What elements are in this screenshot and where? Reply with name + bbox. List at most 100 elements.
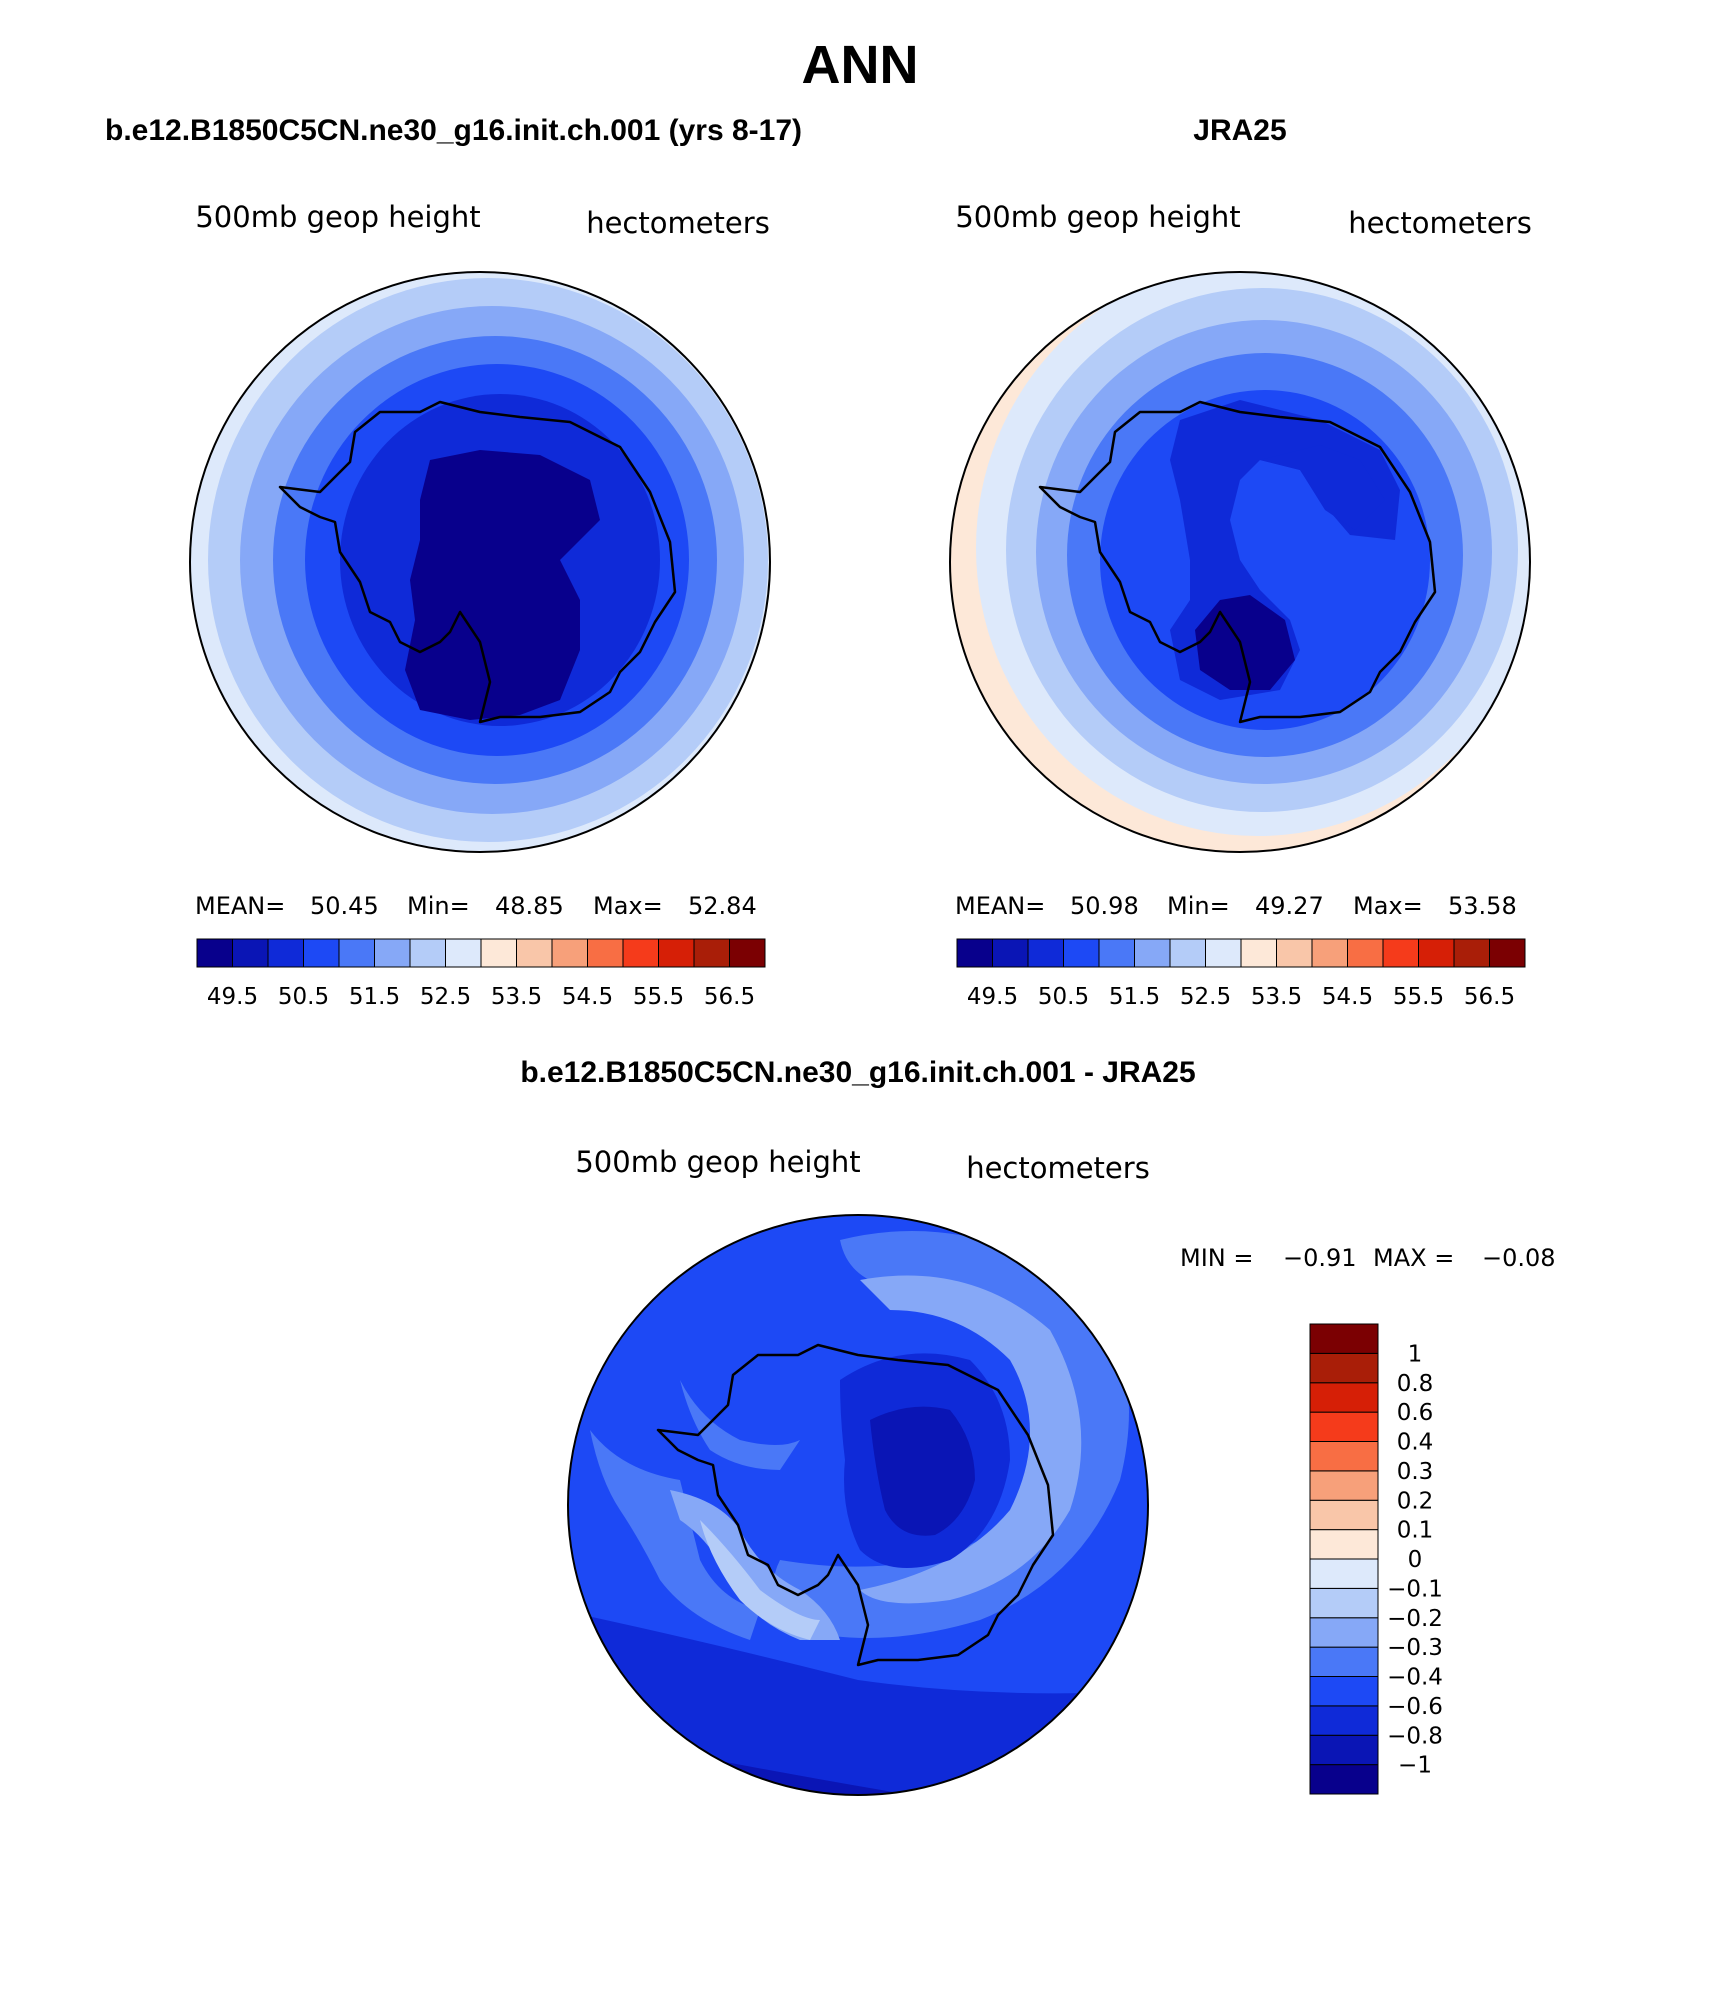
obs-panel: JRA25 500mb geop height hectometers MEAN… xyxy=(949,114,1532,1010)
obs-max-value: 53.58 xyxy=(1448,892,1517,920)
difference-max-label: MAX = xyxy=(1373,1244,1454,1272)
colorbar-swatch xyxy=(480,938,517,968)
colorbar-swatch xyxy=(622,938,659,968)
obs-min-label: Min= xyxy=(1167,892,1230,920)
colorbar-swatch xyxy=(1309,1382,1379,1413)
colorbar-swatch xyxy=(1309,1558,1379,1589)
colorbar-swatch xyxy=(658,938,695,968)
colorbar-swatch xyxy=(374,938,411,968)
model-min-label: Min= xyxy=(407,892,470,920)
difference-max-value: −0.08 xyxy=(1482,1244,1556,1272)
colorbar-swatch xyxy=(1309,1676,1379,1707)
colorbar-swatch xyxy=(587,938,624,968)
colorbar-swatch xyxy=(1276,938,1313,968)
colorbar-swatch xyxy=(992,938,1029,968)
model-variable-label: 500mb geop height xyxy=(195,200,480,234)
colorbar-swatch xyxy=(1240,938,1277,968)
colorbar-swatch xyxy=(1309,1705,1379,1736)
colorbar-tick-label: 51.5 xyxy=(1109,984,1160,1010)
colorbar-tick-label: 52.5 xyxy=(420,984,471,1010)
colorbar-swatch xyxy=(1309,1529,1379,1560)
obs-map-border xyxy=(949,271,1531,853)
colorbar-tick-label: −1 xyxy=(1398,1753,1432,1779)
colorbar-swatch xyxy=(1453,938,1490,968)
model-colorbar xyxy=(196,938,766,968)
colorbar-swatch xyxy=(551,938,588,968)
figure-title: ANN xyxy=(802,35,919,95)
colorbar-tick-label: 0 xyxy=(1408,1547,1423,1573)
obs-units-label: hectometers xyxy=(1348,206,1532,240)
colorbar-tick-label: 50.5 xyxy=(1038,984,1089,1010)
colorbar-swatch xyxy=(1309,1441,1379,1472)
colorbar-tick-label: 55.5 xyxy=(1393,984,1444,1010)
model-colorbar-labels: 49.5 50.5 51.5 52.5 53.5 54.5 55.5 56.5 xyxy=(207,984,755,1010)
colorbar-swatch xyxy=(1309,1411,1379,1442)
colorbar-swatch xyxy=(1098,938,1135,968)
colorbar-tick-label: −0.1 xyxy=(1387,1576,1443,1602)
colorbar-swatch xyxy=(516,938,553,968)
colorbar-tick-label: 0.3 xyxy=(1397,1459,1434,1485)
difference-colorbar xyxy=(1309,1323,1379,1795)
colorbar-swatch xyxy=(1489,938,1526,968)
colorbar-swatch xyxy=(445,938,482,968)
model-polar-map xyxy=(190,272,770,852)
colorbar-swatch xyxy=(1382,938,1419,968)
colorbar-swatch xyxy=(1309,1734,1379,1766)
obs-case-title: JRA25 xyxy=(1193,114,1286,147)
colorbar-swatch xyxy=(338,938,375,968)
colorbar-tick-label: 51.5 xyxy=(349,984,400,1010)
model-map-border xyxy=(189,271,771,853)
colorbar-swatch xyxy=(1063,938,1100,968)
obs-polar-map xyxy=(950,272,1530,852)
difference-panel: b.e12.B1850C5CN.ne30_g16.init.ch.001 - J… xyxy=(520,1056,1556,1796)
obs-min-value: 49.27 xyxy=(1255,892,1324,920)
difference-min-label: MIN = xyxy=(1180,1244,1253,1272)
obs-variable-label: 500mb geop height xyxy=(955,200,1240,234)
colorbar-swatch xyxy=(1027,938,1064,968)
difference-min-value: −0.91 xyxy=(1283,1244,1357,1272)
difference-units-label: hectometers xyxy=(966,1151,1150,1185)
model-panel: b.e12.B1850C5CN.ne30_g16.init.ch.001 (yr… xyxy=(105,114,802,1010)
colorbar-swatch xyxy=(267,938,304,968)
colorbar-swatch xyxy=(1309,1323,1379,1354)
colorbar-swatch xyxy=(1309,1617,1379,1648)
model-max-value: 52.84 xyxy=(688,892,757,920)
colorbar-swatch xyxy=(1311,938,1348,968)
colorbar-swatch xyxy=(1309,1352,1379,1384)
colorbar-swatch xyxy=(1309,1587,1379,1619)
model-mean-label: MEAN= xyxy=(195,892,285,920)
difference-colorbar-labels: 1 0.8 0.6 0.4 0.3 0.2 0.1 0 −0.1 −0.2 −0.3 −0.4 −0.6… xyxy=(1387,1341,1443,1778)
colorbar-swatch xyxy=(1309,1499,1379,1531)
colorbar-tick-label: 0.4 xyxy=(1397,1430,1434,1456)
colorbar-tick-label: 54.5 xyxy=(562,984,613,1010)
colorbar-tick-label: 52.5 xyxy=(1180,984,1231,1010)
colorbar-swatch xyxy=(409,938,446,968)
colorbar-swatch xyxy=(1134,938,1171,968)
colorbar-swatch xyxy=(232,938,269,968)
colorbar-tick-label: −0.8 xyxy=(1387,1723,1443,1749)
colorbar-tick-label: 54.5 xyxy=(1322,984,1373,1010)
model-mean-value: 50.45 xyxy=(310,892,379,920)
colorbar-swatch xyxy=(1309,1646,1379,1677)
colorbar-tick-label: 0.8 xyxy=(1397,1371,1434,1397)
colorbar-tick-label: −0.6 xyxy=(1387,1694,1443,1720)
obs-mean-value: 50.98 xyxy=(1070,892,1139,920)
obs-max-label: Max= xyxy=(1353,892,1423,920)
colorbar-tick-label: 56.5 xyxy=(704,984,755,1010)
model-min-value: 48.85 xyxy=(495,892,564,920)
obs-colorbar xyxy=(956,938,1526,968)
model-case-title: b.e12.B1850C5CN.ne30_g16.init.ch.001 (yr… xyxy=(105,114,802,147)
colorbar-swatch xyxy=(196,938,233,968)
colorbar-tick-label: −0.3 xyxy=(1387,1635,1443,1661)
colorbar-swatch xyxy=(729,938,766,968)
colorbar-swatch xyxy=(956,938,993,968)
difference-variable-label: 500mb geop height xyxy=(575,1145,860,1179)
colorbar-tick-label: 55.5 xyxy=(633,984,684,1010)
obs-colorbar-labels: 49.5 50.5 51.5 52.5 53.5 54.5 55.5 56.5 xyxy=(967,984,1515,1010)
model-units-label: hectometers xyxy=(586,206,770,240)
colorbar-swatch xyxy=(1205,938,1242,968)
colorbar-tick-label: 0.1 xyxy=(1397,1518,1434,1544)
colorbar-swatch xyxy=(693,938,730,968)
colorbar-tick-label: 53.5 xyxy=(491,984,542,1010)
